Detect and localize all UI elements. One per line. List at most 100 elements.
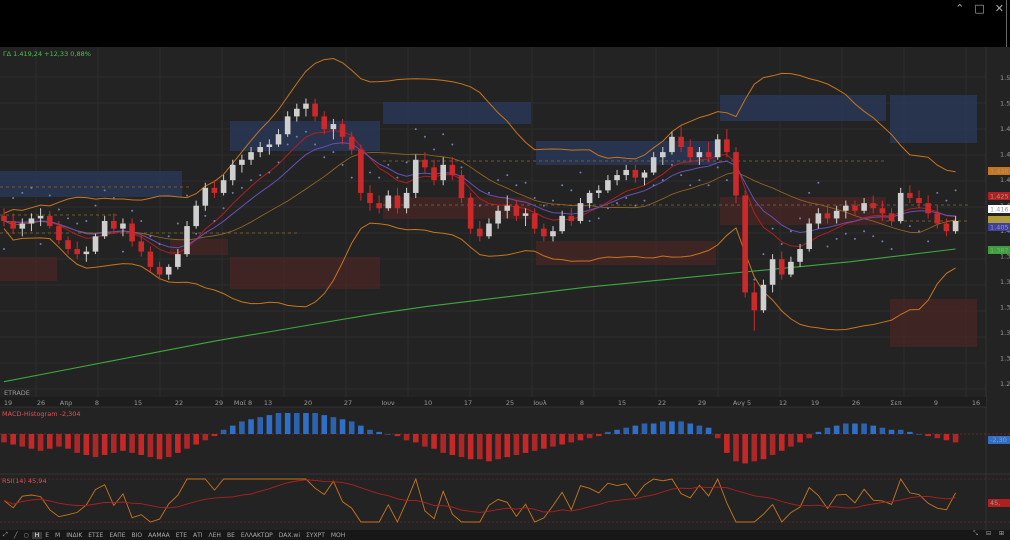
candle-body[interactable] — [358, 149, 364, 193]
candle-body[interactable] — [330, 124, 337, 130]
candle-body[interactable] — [193, 205, 199, 227]
candle-body[interactable] — [605, 180, 611, 191]
toolbar-item[interactable]: ΙΝΔΙΚ — [66, 531, 83, 539]
candle-body[interactable] — [870, 203, 877, 209]
toolbar-item[interactable]: ⤢ — [3, 531, 8, 538]
candle-body[interactable] — [916, 198, 922, 204]
candle-body[interactable] — [211, 187, 218, 193]
candle-body[interactable] — [687, 147, 694, 158]
toolbar-item[interactable]: ΕΑΠΕ — [109, 531, 126, 539]
candle-body[interactable] — [229, 164, 236, 181]
candle-body[interactable] — [56, 226, 62, 241]
candle-body[interactable] — [632, 169, 639, 178]
candle-body[interactable] — [37, 215, 44, 219]
candle-body[interactable] — [943, 223, 950, 232]
candle-body[interactable] — [138, 241, 145, 252]
toolbar-item[interactable]: ΑΑΜΑΑ — [148, 531, 170, 539]
candle-body[interactable] — [577, 203, 584, 221]
candle-body[interactable] — [852, 205, 858, 211]
candle-body[interactable] — [275, 134, 282, 145]
candle-body[interactable] — [129, 223, 135, 242]
candle-body[interactable] — [660, 152, 666, 158]
candle-body[interactable] — [733, 152, 739, 196]
candle-body[interactable] — [431, 167, 437, 181]
candle-body[interactable] — [513, 205, 520, 216]
candle-body[interactable] — [348, 136, 355, 150]
price-chart[interactable]: 1.521.501.481.461.441.421.401.381.361.34… — [0, 47, 1010, 530]
toolbar-right-icon[interactable]: ⊟ — [985, 530, 991, 537]
candle-body[interactable] — [705, 152, 712, 158]
candle-body[interactable] — [586, 192, 593, 204]
candle-body[interactable] — [74, 249, 80, 255]
candle-body[interactable] — [907, 192, 913, 199]
candle-body[interactable] — [486, 223, 492, 237]
candle-body[interactable] — [669, 136, 675, 153]
candle-body[interactable] — [531, 213, 538, 229]
toolbar-item[interactable]: ΜΟΗ — [330, 531, 346, 539]
candle-body[interactable] — [888, 213, 895, 221]
candle-body[interactable] — [294, 108, 300, 117]
candle-body[interactable] — [952, 220, 959, 232]
collapse-icon[interactable]: ⌃ — [955, 2, 965, 15]
toolbar-item[interactable]: ΛΕΗ — [208, 531, 221, 539]
candle-body[interactable] — [595, 190, 602, 193]
candle-body[interactable] — [367, 192, 373, 204]
candle-body[interactable] — [559, 215, 565, 232]
candle-body[interactable] — [394, 195, 401, 209]
candle-body[interactable] — [541, 228, 547, 237]
candle-body[interactable] — [678, 136, 684, 148]
candle-body[interactable] — [861, 203, 867, 211]
candle-body[interactable] — [284, 116, 291, 135]
candle-body[interactable] — [751, 292, 758, 311]
toolbar-item[interactable]: ΒΙΟ — [131, 531, 143, 539]
candle-body[interactable] — [714, 139, 721, 158]
candle-body[interactable] — [843, 205, 849, 211]
candle-body[interactable] — [239, 159, 245, 165]
toolbar-item[interactable]: Η — [31, 531, 43, 539]
candle-body[interactable] — [19, 223, 26, 229]
candle-body[interactable] — [623, 169, 629, 176]
toolbar-right-icon[interactable]: ⤡ — [973, 530, 978, 537]
candle-body[interactable] — [46, 215, 53, 227]
toolbar-item[interactable]: ΒΕ — [226, 531, 235, 539]
candle-body[interactable] — [83, 251, 90, 255]
candle-body[interactable] — [184, 226, 190, 255]
candle-body[interactable] — [385, 195, 392, 209]
candle-body[interactable] — [257, 147, 263, 153]
candle-body[interactable] — [925, 203, 931, 214]
candle-body[interactable] — [312, 103, 318, 117]
candle-body[interactable] — [522, 213, 529, 216]
candle-body[interactable] — [760, 284, 767, 311]
candle-body[interactable] — [147, 251, 154, 267]
candle-body[interactable] — [769, 259, 776, 285]
maximize-icon[interactable]: □ — [974, 2, 985, 15]
candle-body[interactable] — [440, 164, 446, 181]
candle-body[interactable] — [568, 215, 575, 221]
toolbar-item[interactable]: Μ — [55, 531, 61, 539]
toolbar-item[interactable]: ΕΤΕ — [175, 531, 187, 539]
chart-area[interactable]: 1.521.501.481.461.441.421.401.381.361.34… — [0, 47, 1010, 530]
candle-body[interactable] — [879, 208, 886, 214]
candle-body[interactable] — [650, 157, 657, 173]
candle-body[interactable] — [504, 205, 511, 211]
candle-body[interactable] — [101, 220, 108, 237]
close-icon[interactable]: ✕ — [994, 2, 1004, 15]
candle-body[interactable] — [724, 139, 730, 153]
candle-body[interactable] — [778, 259, 785, 275]
toolbar-item[interactable]: ╱ — [13, 531, 18, 539]
candle-body[interactable] — [248, 152, 254, 160]
candle-body[interactable] — [824, 213, 831, 219]
candle-body[interactable] — [467, 198, 474, 229]
candle-body[interactable] — [495, 210, 501, 224]
candle-body[interactable] — [266, 144, 273, 148]
toolbar-item[interactable]: ΕΤΣΕ — [88, 531, 104, 539]
candle-body[interactable] — [376, 203, 382, 209]
candle-body[interactable] — [815, 213, 822, 224]
candle-body[interactable] — [175, 254, 181, 267]
candle-body[interactable] — [897, 192, 904, 221]
toolbar-item[interactable]: ΑΤΙ — [192, 531, 203, 539]
candle-body[interactable] — [797, 249, 803, 262]
candle-body[interactable] — [412, 159, 419, 193]
toolbar-right-icon[interactable]: ⊞ — [998, 530, 1004, 537]
candle-body[interactable] — [641, 172, 648, 178]
